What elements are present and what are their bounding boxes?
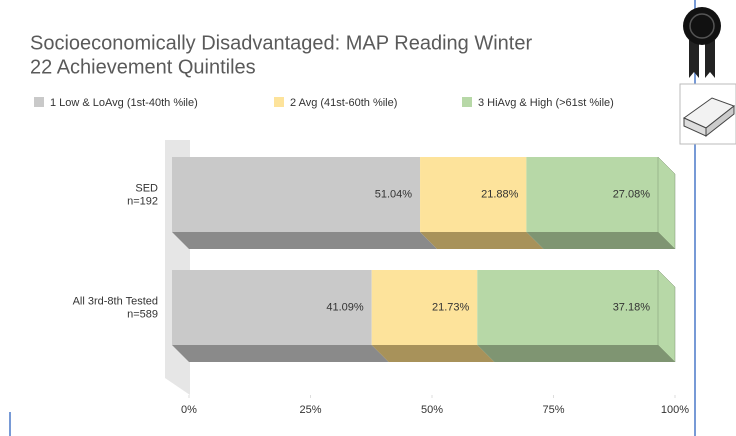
data-label: 37.18% <box>613 301 651 313</box>
x-tick-label: 25% <box>299 404 321 416</box>
bar-bottom <box>172 232 438 249</box>
bar-end <box>657 269 676 363</box>
data-label: 21.88% <box>481 188 519 200</box>
y-tick-label: SED <box>135 182 158 194</box>
bar-bottom <box>371 345 495 362</box>
x-tick-label: 100% <box>661 404 689 416</box>
x-tick-label: 75% <box>542 404 564 416</box>
bar <box>477 270 658 345</box>
bar-bottom <box>172 345 389 362</box>
x-tick-label: 50% <box>421 404 443 416</box>
legend-swatch <box>274 97 284 107</box>
data-label: 41.09% <box>326 301 364 313</box>
data-label: 51.04% <box>375 188 413 200</box>
bar <box>371 270 478 345</box>
chart-title: 22 Achievement Quintiles <box>30 56 256 78</box>
y-tick-label: n=192 <box>127 195 158 207</box>
chart-title: Socioeconomically Disadvantaged: MAP Rea… <box>30 32 532 54</box>
data-label: 21.73% <box>432 301 470 313</box>
legend-label: 3 HiAvg & High (>61st %ile) <box>478 97 614 109</box>
legend-label: 1 Low & LoAvg (1st-40th %ile) <box>50 97 198 109</box>
data-label: 27.08% <box>613 188 651 200</box>
legend-label: 2 Avg (41st-60th %ile) <box>290 97 397 109</box>
y-tick-label: n=589 <box>127 308 158 320</box>
bar-end <box>657 156 676 250</box>
bar-bottom <box>526 232 675 249</box>
bar <box>526 157 658 232</box>
bar <box>172 157 421 232</box>
bar-bottom <box>420 232 544 249</box>
legend-swatch <box>462 97 472 107</box>
legend-swatch <box>34 97 44 107</box>
bar-bottom <box>477 345 675 362</box>
box-icon <box>679 83 736 145</box>
y-tick-label: All 3rd-8th Tested <box>73 295 158 307</box>
award-icon <box>683 7 721 78</box>
x-tick-label: 0% <box>181 404 197 416</box>
bar <box>420 157 527 232</box>
bar <box>172 270 372 345</box>
